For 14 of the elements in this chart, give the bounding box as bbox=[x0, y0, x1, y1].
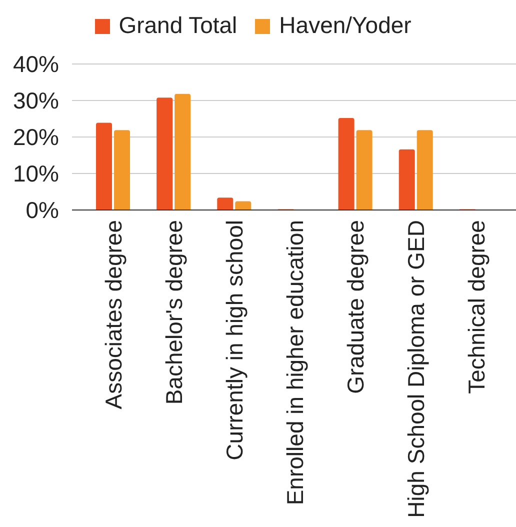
y-tick-label: 10% bbox=[12, 160, 59, 187]
legend-label: Haven/Yoder bbox=[279, 12, 412, 38]
x-tick-label: Associates degree bbox=[100, 220, 126, 410]
x-tick-label: High School Diploma or GED bbox=[403, 220, 430, 518]
legend-label: Grand Total bbox=[118, 12, 238, 38]
x-tick-label: Bachelor's degree bbox=[160, 220, 187, 405]
x-tick-label: Technical degree bbox=[464, 220, 490, 394]
x-tick-label: Currently in high school bbox=[221, 220, 248, 460]
y-tick-label: 30% bbox=[12, 88, 59, 114]
x-tick-label: Graduate degree bbox=[342, 220, 369, 394]
y-tick-label: 40% bbox=[12, 51, 59, 78]
x-tick-label: Enrolled in higher education bbox=[282, 220, 308, 506]
y-tick-label: 20% bbox=[12, 124, 59, 150]
y-tick-label: 0% bbox=[26, 197, 59, 224]
